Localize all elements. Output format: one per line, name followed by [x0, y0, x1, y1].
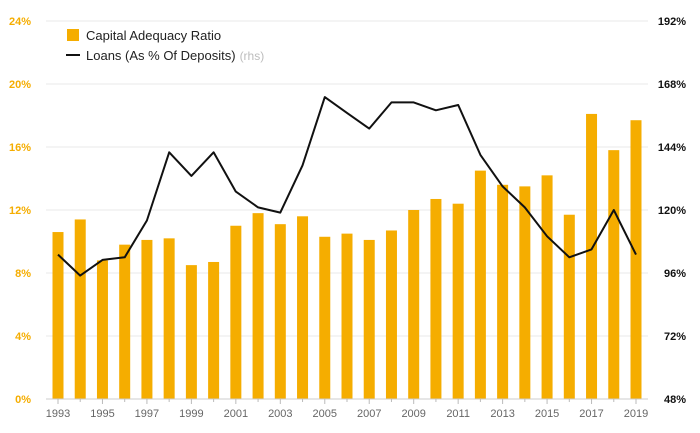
y-left-tick-label: 16% [9, 142, 31, 154]
y-right-tick-label: 120% [658, 205, 686, 217]
bar-2014 [519, 186, 531, 399]
bar-2006 [341, 233, 353, 399]
legend-rhs-note: (rhs) [240, 49, 265, 63]
y-left-tick-label: 24% [9, 16, 31, 28]
x-tick-label: 1995 [90, 408, 114, 420]
x-tick-label: 2013 [490, 408, 514, 420]
bar-2018 [608, 150, 620, 399]
x-tick-label: 2003 [268, 408, 292, 420]
x-tick-label: 2017 [579, 408, 603, 420]
bar-2019 [630, 120, 642, 399]
bar-2013 [497, 184, 509, 399]
bar-1997 [141, 239, 153, 399]
bar-2003 [274, 224, 286, 399]
bar-2015 [541, 175, 553, 399]
bar-1994 [74, 219, 86, 399]
bar-2002 [252, 213, 264, 399]
y-axis-left: 0% 4% 8% 12% 16% 20% 24% [9, 16, 31, 406]
y-right-tick-label: 144% [658, 142, 686, 154]
x-tick-label: 2019 [624, 408, 648, 420]
bar-2008 [385, 230, 397, 399]
legend-label-bar: Capital Adequacy Ratio [86, 28, 221, 43]
x-tick-label: 1993 [46, 408, 70, 420]
loans-line [57, 96, 637, 277]
legend-label-line: Loans (As % Of Deposits) (rhs) [86, 48, 264, 63]
bar-2009 [408, 210, 420, 399]
y-left-tick-label: 8% [15, 268, 31, 280]
y-right-tick-label: 168% [658, 79, 686, 91]
legend-swatch-bar [67, 29, 79, 41]
bar-1998 [163, 238, 175, 399]
x-axis-ticks: 1993 1995 1997 1999 2001 2003 2005 2007 2009 2011… [46, 399, 648, 420]
legend-label-line-text: Loans (As % Of Deposits) [86, 48, 236, 63]
y-axis-right: 48% 72% 96% 120% 144% 168% 192% [658, 16, 686, 406]
bar-2000 [208, 261, 220, 399]
y-left-tick-label: 4% [15, 331, 31, 343]
y-right-tick-label: 96% [664, 268, 686, 280]
bar-1993 [52, 232, 64, 399]
x-tick-label: 2011 [446, 408, 470, 420]
bar-2004 [297, 216, 309, 399]
y-right-tick-label: 72% [664, 331, 686, 343]
bar-1995 [96, 260, 108, 399]
bar-2001 [230, 225, 242, 399]
y-right-tick-label: 48% [664, 394, 686, 406]
x-tick-label: 2005 [313, 408, 337, 420]
bar-2005 [319, 236, 331, 399]
bar-2017 [586, 113, 598, 400]
y-left-tick-label: 0% [15, 394, 31, 406]
x-tick-label: 2007 [357, 408, 381, 420]
y-right-tick-label: 192% [658, 16, 686, 28]
bar-2016 [563, 214, 575, 399]
bar-2010 [430, 198, 442, 399]
x-tick-label: 2009 [401, 408, 425, 420]
bar-2012 [474, 170, 486, 399]
y-left-tick-label: 12% [9, 205, 31, 217]
bar-2007 [363, 239, 375, 399]
y-left-tick-label: 20% [9, 79, 31, 91]
bar-2011 [452, 203, 464, 399]
legend: Capital Adequacy Ratio Loans (As % Of De… [66, 28, 264, 63]
bar-1999 [185, 265, 197, 399]
x-tick-label: 2001 [224, 408, 248, 420]
x-tick-label: 1999 [179, 408, 203, 420]
x-tick-label: 2015 [535, 408, 559, 420]
capital-adequacy-bars [52, 113, 642, 400]
x-tick-label: 1997 [135, 408, 159, 420]
bar-1996 [119, 244, 131, 399]
